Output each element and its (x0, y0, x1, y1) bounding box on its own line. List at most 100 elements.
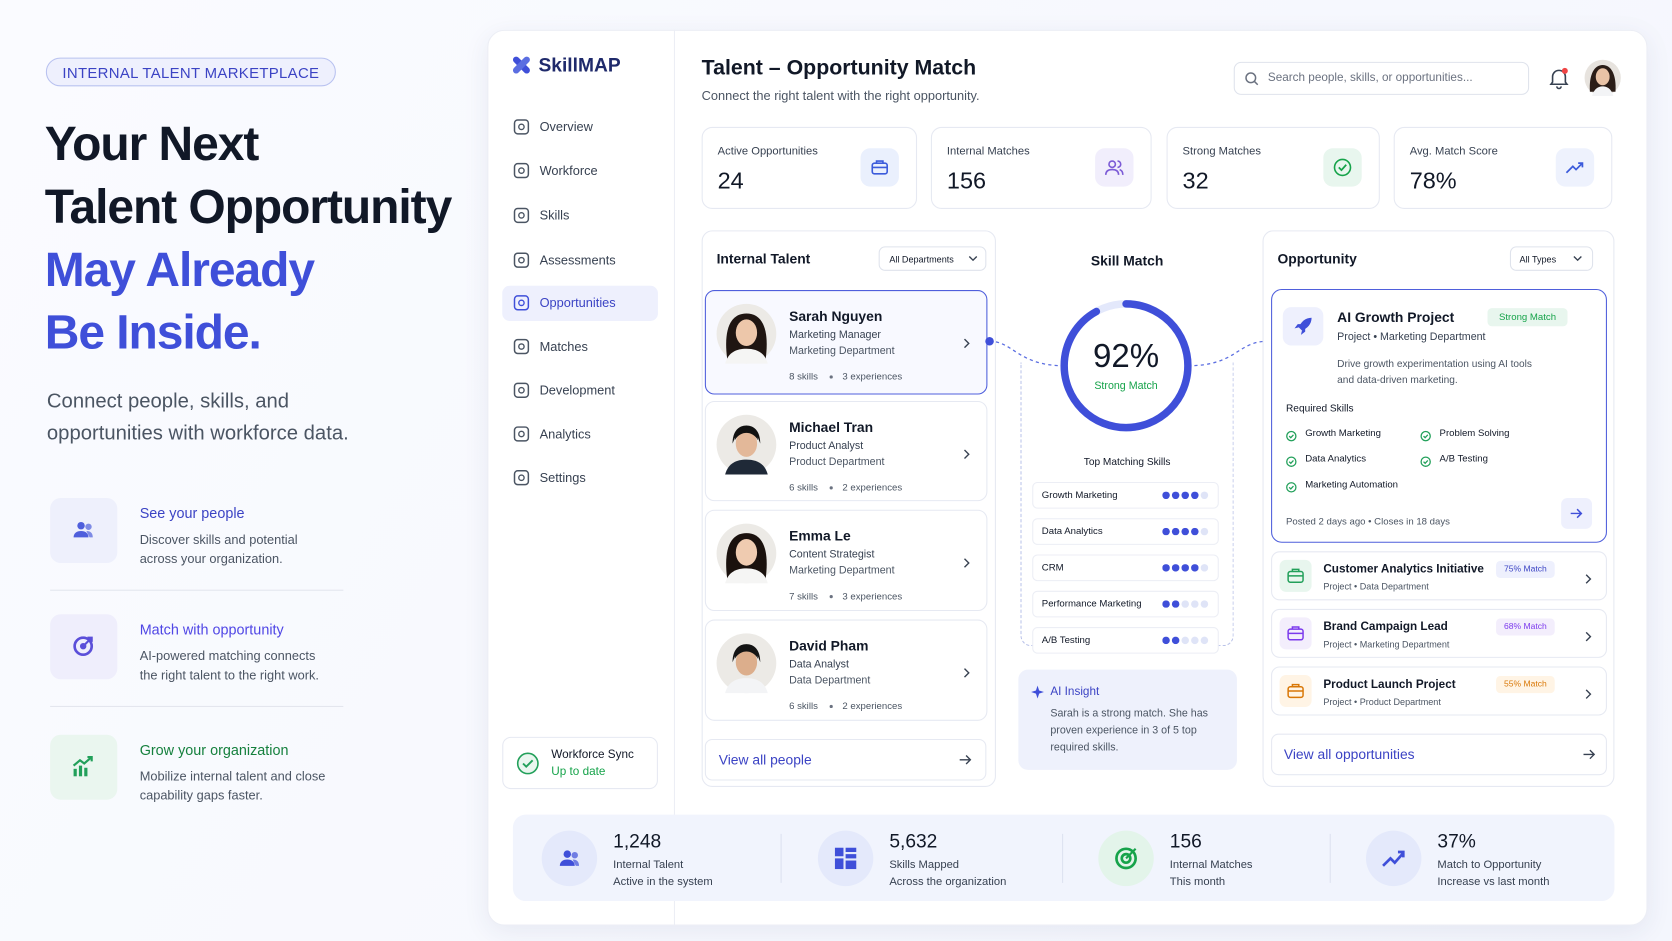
icon (1115, 847, 1137, 870)
kpi-label: Avg. Match Score (1409, 145, 1498, 158)
kpi-label: Strong Matches (1182, 145, 1261, 158)
rocket-icon (1294, 317, 1312, 335)
skill-name: Data Analytics (1041, 525, 1103, 536)
kpi-value: 78% (1409, 167, 1457, 195)
icon-part (513, 207, 530, 224)
badge-text: Strong Match (1498, 311, 1557, 323)
view-all-opportunities[interactable] (1271, 733, 1607, 776)
department-filter[interactable] (878, 246, 987, 271)
skill-dot-empty (1181, 636, 1189, 644)
talent-experiences: 2 experiences (842, 481, 903, 493)
icon-part (1288, 460, 1294, 465)
nav-icon (513, 294, 530, 311)
skill-dot (1171, 491, 1180, 499)
talent-department: Marketing Department (789, 345, 895, 358)
icon-part (735, 319, 758, 347)
chevron-right (963, 446, 970, 460)
bell-button[interactable] (1548, 67, 1569, 90)
icon-part (968, 255, 978, 262)
stat-sub: Increase vs last month (1437, 875, 1550, 889)
talent-experiences: 3 experiences (842, 371, 903, 382)
stat-sub: This month (1169, 875, 1226, 889)
feature-divider (50, 705, 344, 707)
search-placeholder: Search people, skills, or opportunities.… (1267, 71, 1473, 85)
kpi-value: 156 (946, 167, 987, 195)
icon-part (845, 847, 857, 852)
search-icon (1245, 72, 1259, 86)
icon-part (513, 119, 530, 135)
icon-part (84, 767, 88, 777)
opportunity-icon (1287, 568, 1304, 583)
user-avatar[interactable] (1584, 59, 1621, 96)
hero-subtitle: Connect people, skills, and opportunitie… (46, 390, 349, 445)
skill-level-track (1162, 527, 1211, 535)
meta-dot (829, 704, 833, 709)
filter-label: All Departments (889, 253, 954, 265)
talent-name: Michael Tran (789, 419, 874, 436)
icon-part (1595, 68, 1610, 86)
icon-part (1298, 317, 1312, 331)
talent-name: Emma Le (789, 527, 851, 544)
talent-role: Marketing Manager (789, 329, 881, 342)
stat-icon (834, 847, 857, 870)
icon-part (1288, 485, 1294, 490)
icon-part (1288, 683, 1304, 692)
type-filter[interactable] (1509, 246, 1594, 271)
icon-part (1585, 574, 1592, 584)
search-box[interactable] (1233, 61, 1530, 95)
feature-icon-box (50, 497, 118, 564)
meta-dot (829, 595, 833, 599)
icon (1287, 626, 1304, 641)
icon-part (513, 426, 530, 442)
chevron-down (1573, 255, 1582, 262)
icon (513, 119, 530, 135)
stat-value: 37% (1437, 830, 1476, 852)
sync-icon (516, 752, 539, 775)
skill-dot (1162, 491, 1170, 499)
featured-opportunity[interactable] (1271, 288, 1607, 543)
view-all-people[interactable] (704, 738, 987, 781)
opportunity-icon (1287, 626, 1304, 641)
insight-title: AI Insight (1050, 685, 1100, 699)
icon-part (571, 851, 578, 859)
icon (716, 523, 777, 584)
icon (964, 338, 970, 349)
icon-part (1286, 430, 1297, 442)
icon-part (518, 212, 525, 219)
stat-value: 5,632 (889, 830, 938, 852)
stat-icon (1382, 847, 1405, 870)
icon (513, 295, 530, 311)
feature-text: AI-powered matching connects the right t… (139, 648, 319, 683)
nav-label: Opportunities (539, 295, 616, 311)
nav-label: Development (539, 382, 615, 398)
nav-icon (513, 207, 530, 224)
talent-skills: 8 skills (789, 371, 818, 382)
match-ring (1060, 300, 1192, 432)
nav-icon (513, 469, 530, 486)
icon (559, 850, 580, 866)
icon (1585, 689, 1592, 699)
match-status: Strong Match (1094, 380, 1158, 393)
feature-icon (71, 755, 97, 778)
icon-part (1561, 67, 1568, 74)
talent-skills: 6 skills (789, 700, 818, 712)
stat-icon (558, 847, 581, 870)
icon-part (1288, 434, 1294, 439)
icon-part (845, 860, 857, 870)
stat-value: 1,248 (613, 830, 662, 852)
talent-role: Content Strategist (789, 549, 875, 561)
icon-part (73, 768, 77, 777)
stat-label: Internal Matches (1169, 858, 1253, 872)
talent-role: Product Analyst (789, 440, 864, 453)
match-badge-text: 75% Match (1504, 564, 1547, 574)
stat-icon (1114, 847, 1137, 870)
talent-name: David Pham (789, 637, 869, 654)
panel-title: Skill Match (1090, 252, 1164, 269)
icon (513, 338, 530, 355)
icon (1382, 850, 1405, 867)
opportunity-title: Customer Analytics Initiative (1323, 563, 1484, 576)
icon-part (734, 427, 759, 441)
sync-box[interactable] (502, 736, 658, 790)
